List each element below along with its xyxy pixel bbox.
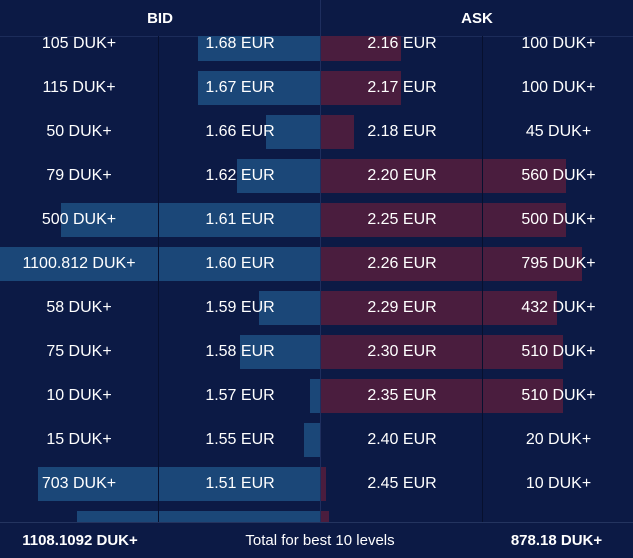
ask-price: 2.16 EUR	[367, 36, 437, 52]
orderbook-row[interactable]: 10 DUK+ 1.57 EUR 2.35 EUR 510 DUK+	[0, 374, 633, 418]
bid-price: 1.68 EUR	[205, 36, 275, 52]
bid-depth-bar	[198, 36, 320, 61]
bid-quantity: 79 DUK+	[46, 167, 112, 184]
bid-depth-bar	[304, 423, 320, 457]
bid-quantity: 115 DUK+	[42, 79, 116, 96]
ask-quantity: 45 DUK+	[525, 123, 592, 140]
ask-depth-bar	[320, 467, 326, 501]
bid-price: 1.51 EUR	[205, 475, 275, 492]
bid-depth-bar	[237, 159, 320, 193]
bid-depth-bar	[240, 335, 320, 369]
bid-price	[160, 506, 320, 522]
orderbook-row[interactable]: 703 DUK+ 1.51 EUR 2.45 EUR 10 DUK+	[0, 462, 633, 506]
orderbook-levels[interactable]: 105 DUK+ 1.68 EUR 2.16 EUR 100 DUK+ 115 DUK+…	[0, 36, 633, 522]
orderbook-footer: 1108.1092 DUK+ Total for best 10 levels …	[0, 522, 633, 558]
orderbook-row[interactable]: 15 DUK+ 1.55 EUR 2.40 EUR 20 DUK+	[0, 418, 633, 462]
orderbook-row[interactable]: 58 DUK+ 1.59 EUR 2.29 EUR 432 DUK+	[0, 286, 633, 330]
ask-depth-bar	[320, 71, 401, 105]
ask-depth-bar	[320, 36, 401, 61]
bid-quantity	[0, 506, 158, 522]
orderbook-row[interactable]: 105 DUK+ 1.68 EUR 2.16 EUR 100 DUK+	[0, 36, 633, 66]
bid-depth-bar	[310, 379, 320, 413]
bid-price: 1.61 EUR	[205, 211, 275, 228]
bid-depth-bar	[61, 203, 320, 237]
bid-price: 1.67 EUR	[205, 79, 275, 96]
orderbook-row[interactable]: 79 DUK+ 1.62 EUR 2.20 EUR 560 DUK+	[0, 154, 633, 198]
bid-quantity: 15 DUK+	[46, 431, 112, 448]
orderbook-row[interactable]: 50 DUK+ 1.66 EUR 2.18 EUR 45 DUK+	[0, 110, 633, 154]
bid-price: 1.59 EUR	[205, 299, 275, 316]
orderbook-row[interactable]: 500 DUK+ 1.61 EUR 2.25 EUR 500 DUK+	[0, 198, 633, 242]
bid-quantity: 58 DUK+	[46, 299, 112, 316]
bid-depth-bar	[0, 247, 320, 281]
ask-depth-bar	[320, 335, 563, 369]
orderbook-row[interactable]	[0, 506, 633, 522]
bid-price: 1.60 EUR	[205, 255, 275, 272]
orderbook-row[interactable]: 115 DUK+ 1.67 EUR 2.17 EUR 100 DUK+	[0, 66, 633, 110]
ask-price: 2.45 EUR	[367, 475, 437, 492]
ask-quantity: 510 DUK+	[521, 387, 596, 404]
ask-total: 878.18 DUK+	[510, 532, 603, 549]
ask-depth-bar	[320, 379, 563, 413]
bid-depth-bar	[77, 511, 320, 522]
orderbook-row[interactable]: 1100.812 DUK+ 1.60 EUR 2.26 EUR 795 DUK+	[0, 242, 633, 286]
ask-quantity	[484, 506, 633, 522]
ask-column-header: ASK	[461, 9, 493, 27]
bid-depth-bar	[266, 115, 320, 149]
bid-ask-divider	[320, 0, 321, 522]
bid-quantity: 50 DUK+	[46, 123, 112, 140]
total-label: Total for best 10 levels	[245, 532, 395, 549]
ask-price: 2.17 EUR	[367, 79, 437, 96]
ask-quantity: 10 DUK+	[525, 475, 592, 492]
ask-price: 2.18 EUR	[367, 123, 437, 140]
ask-quantity: 100 DUK+	[521, 79, 596, 96]
bid-price: 1.55 EUR	[205, 431, 275, 448]
column-divider	[482, 36, 483, 522]
ask-price	[322, 506, 482, 522]
ask-price: 2.40 EUR	[367, 431, 437, 448]
ask-quantity: 500 DUK+	[521, 211, 596, 228]
ask-quantity: 100 DUK+	[521, 36, 596, 52]
orderbook-row[interactable]: 75 DUK+ 1.58 EUR 2.30 EUR 510 DUK+	[0, 330, 633, 374]
ask-quantity: 795 DUK+	[521, 255, 596, 272]
ask-price: 2.20 EUR	[367, 167, 437, 184]
bid-quantity: 1100.812 DUK+	[22, 255, 136, 272]
bid-quantity: 105 DUK+	[41, 36, 117, 52]
ask-depth-bar	[320, 291, 557, 325]
ask-price: 2.30 EUR	[367, 343, 437, 360]
orderbook-header: BID ASK	[0, 0, 633, 37]
ask-price: 2.29 EUR	[367, 299, 437, 316]
bid-quantity: 500 DUK+	[41, 211, 117, 228]
ask-depth-bar	[320, 203, 566, 237]
ask-quantity: 510 DUK+	[521, 343, 596, 360]
bid-quantity: 703 DUK+	[41, 475, 117, 492]
bid-depth-bar	[38, 467, 320, 501]
ask-price: 2.26 EUR	[367, 255, 437, 272]
bid-price: 1.57 EUR	[205, 387, 275, 404]
column-divider	[158, 36, 159, 522]
ask-depth-bar	[320, 159, 566, 193]
ask-price: 2.35 EUR	[367, 387, 437, 404]
bid-price: 1.58 EUR	[205, 343, 275, 360]
bid-depth-bar	[198, 71, 320, 105]
ask-depth-bar	[320, 247, 582, 281]
bid-quantity: 75 DUK+	[46, 343, 112, 360]
ask-depth-bar	[320, 511, 329, 522]
ask-quantity: 432 DUK+	[521, 299, 596, 316]
bid-price: 1.62 EUR	[205, 167, 275, 184]
bid-column-header: BID	[0, 0, 321, 36]
bid-depth-bar	[259, 291, 320, 325]
bid-price: 1.66 EUR	[205, 123, 275, 140]
bid-total: 1108.1092 DUK+	[22, 532, 138, 549]
orderbook-rows: 105 DUK+ 1.68 EUR 2.16 EUR 100 DUK+ 115 DUK+…	[0, 36, 633, 522]
ask-quantity: 560 DUK+	[521, 167, 596, 184]
ask-depth-bar	[320, 115, 354, 149]
bid-quantity: 10 DUK+	[46, 387, 112, 404]
ask-quantity: 20 DUK+	[525, 431, 592, 448]
ask-price: 2.25 EUR	[367, 211, 437, 228]
